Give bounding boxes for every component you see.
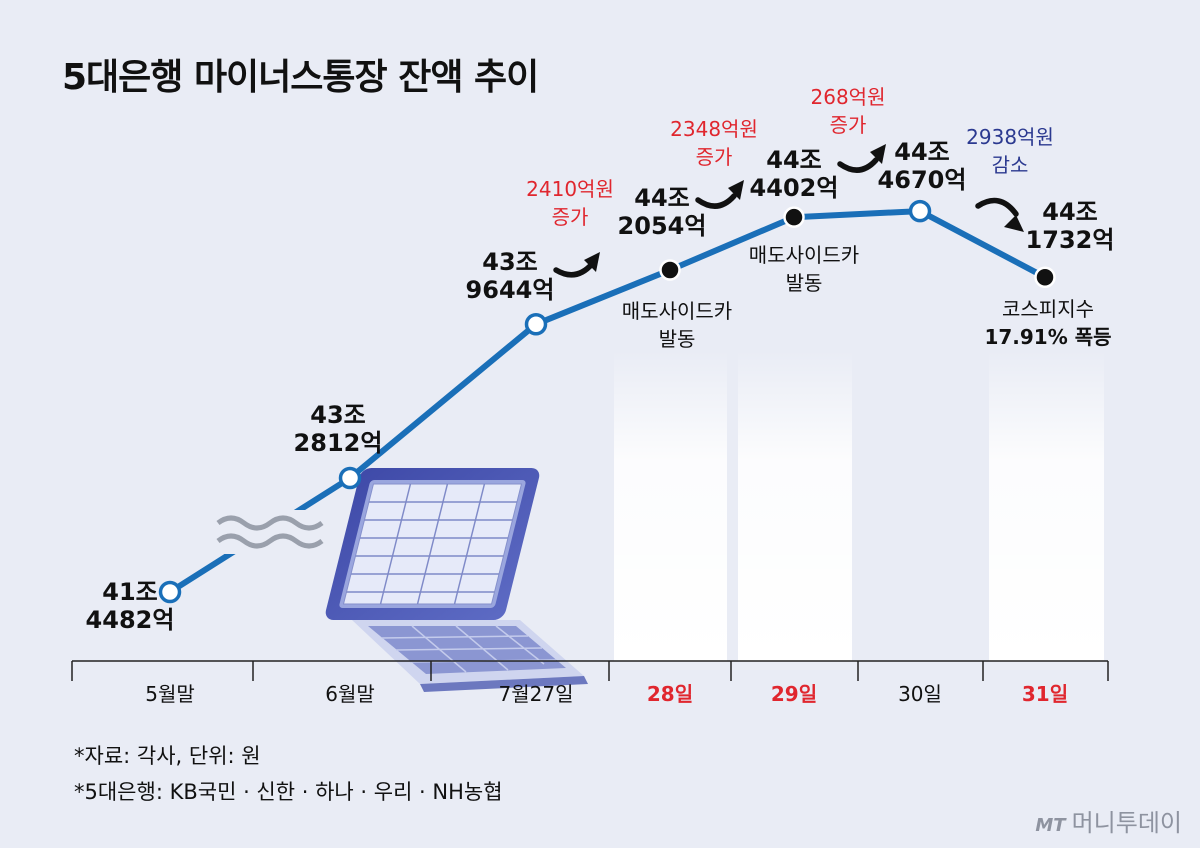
change-arrow-icon: [695, 193, 737, 209]
change-arrow-head: [870, 144, 886, 164]
data-value-line: 2054억: [618, 212, 707, 240]
event-annotation-line: 발동: [659, 327, 696, 351]
change-arrow-icon: [553, 261, 595, 278]
event-annotation: 코스피지수 17.91% 폭등: [984, 297, 1111, 349]
data-value-line: 44조: [1042, 198, 1097, 226]
chart-title: 5대은행 마이너스통장 잔액 추이: [62, 57, 539, 98]
data-value-label: 43조 9644억: [466, 248, 555, 304]
data-point: [524, 312, 548, 336]
event-annotation-line: 매도사이드카: [622, 299, 732, 323]
x-tick-label: 7월27일: [499, 682, 574, 706]
change-annotation-line: 증가: [552, 205, 589, 229]
data-value-label: 41조 4482억: [86, 578, 175, 634]
data-value-line: 2812억: [294, 429, 383, 457]
event-annotation-line: 17.91% 폭등: [984, 325, 1111, 349]
axis-break-wave: [216, 515, 324, 531]
data-point: [783, 206, 805, 228]
x-tick-label: 5월말: [145, 682, 195, 706]
data-value-line: 4482억: [86, 606, 175, 634]
data-value-label: 44조 4670억: [878, 138, 967, 194]
change-annotation-line: 2410억원: [526, 177, 614, 201]
source-note: *자료: 각사, 단위: 원: [74, 744, 261, 768]
data-value-line: 43조: [482, 248, 537, 276]
laptop-illustration: [325, 468, 588, 692]
change-annotation-line: 감소: [992, 153, 1029, 177]
x-tick-label: 6월말: [325, 682, 375, 706]
data-value-label: 44조 4402억: [750, 146, 839, 202]
change-arrow-head: [584, 252, 600, 272]
banks-note: *5대은행: KB국민 · 신한 · 하나 · 우리 · NH농협: [74, 780, 503, 804]
change-annotation-line: 268억원: [811, 85, 886, 109]
event-annotation-line: 발동: [786, 271, 823, 295]
change-annotation-line: 2348억원: [670, 117, 758, 141]
data-value-line: 44조: [634, 184, 689, 212]
brand-mark: MT: [1035, 815, 1066, 836]
change-arrow-icon: [975, 197, 1019, 217]
data-value-line: 41조: [102, 578, 157, 606]
highlight-column: [614, 350, 727, 661]
change-annotation-line: 2938억원: [966, 125, 1054, 149]
event-annotation-line: 매도사이드카: [749, 243, 859, 267]
data-value-line: 4402억: [750, 174, 839, 202]
data-value-label: 44조 1732억: [1026, 198, 1115, 254]
data-value-line: 9644억: [466, 276, 555, 304]
highlight-column: [738, 350, 852, 661]
x-tick-label: 28일: [647, 682, 693, 706]
data-value-line: 44조: [766, 146, 821, 174]
x-tick-label: 31일: [1022, 682, 1068, 706]
data-value-line: 4670억: [878, 166, 967, 194]
data-point: [1034, 266, 1056, 288]
event-annotation-line: 코스피지수: [1002, 297, 1094, 321]
data-value-label: 44조 2054억: [618, 184, 707, 240]
data-value-line: 1732억: [1026, 226, 1115, 254]
change-arrow-head: [728, 180, 744, 200]
data-value-line: 43조: [310, 401, 365, 429]
brand-logo: MT 머니투데이: [1035, 803, 1182, 838]
change-annotation-line: 증가: [696, 145, 733, 169]
highlight-column: [989, 350, 1104, 661]
data-value-line: 44조: [894, 138, 949, 166]
brand-name: 머니투데이: [1071, 809, 1182, 837]
data-point: [659, 259, 681, 281]
change-arrow-icon: [837, 157, 879, 173]
data-value-label: 43조 2812억: [294, 401, 383, 457]
data-point: [338, 466, 362, 490]
axis-break-wave: [216, 533, 324, 549]
change-annotation-line: 증가: [830, 113, 867, 137]
x-tick-label: 30일: [898, 682, 942, 706]
axis-break-icon: [216, 510, 324, 554]
data-point: [158, 580, 182, 604]
x-tick-label: 29일: [771, 682, 817, 706]
data-point: [908, 199, 932, 223]
change-arrow-head: [1004, 215, 1024, 232]
